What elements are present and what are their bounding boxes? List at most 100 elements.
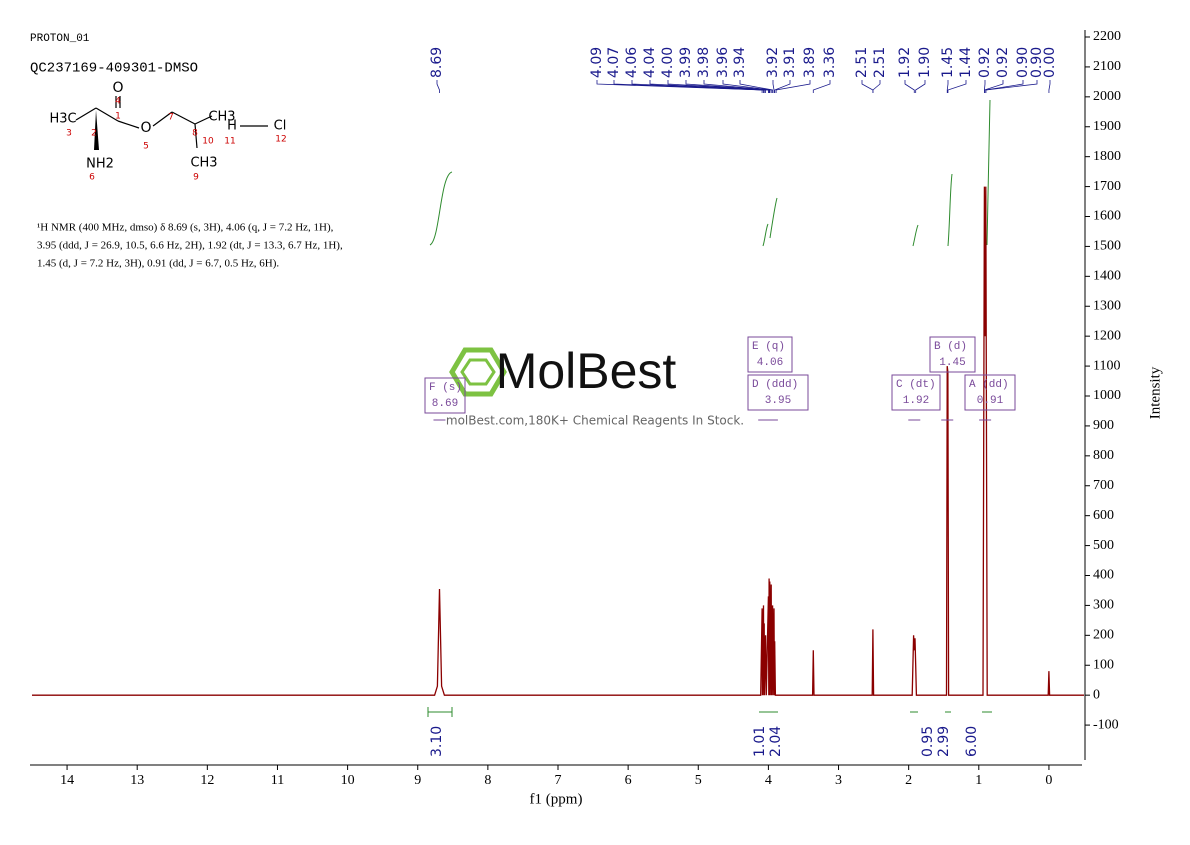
peak-connector: [947, 80, 967, 93]
peak-connector: [946, 80, 949, 93]
multiplet-box: [747, 374, 809, 411]
multiplet-box: [929, 336, 976, 373]
peak-label: 4.07: [606, 47, 622, 78]
x-tick-label: 5: [695, 773, 702, 788]
multiplet-shift: 0.91: [977, 395, 1004, 407]
atom-label: H3C: [49, 112, 76, 127]
x-tick-label: 6: [625, 773, 632, 788]
watermark: MolBest: [496, 343, 677, 399]
peak-connector: [1048, 80, 1051, 93]
x-tick-label: 11: [271, 773, 284, 788]
peak-label: 3.99: [678, 47, 694, 78]
atom-label: 3: [66, 129, 72, 139]
peak-connector: [722, 80, 772, 93]
peak-connector: [985, 80, 1038, 93]
x-tick-label: 2: [905, 773, 912, 788]
y-tick-label: 1200: [1093, 328, 1121, 343]
atom-label: 6: [89, 173, 95, 183]
peak-connector: [739, 80, 774, 93]
atom-label: CH3: [208, 110, 235, 125]
y-tick-label: 300: [1093, 598, 1114, 613]
atom-label: 2: [91, 129, 97, 139]
integral-label: 2.99: [936, 726, 952, 757]
atom-label: NH2: [86, 157, 114, 172]
peak-label: 0.92: [995, 47, 1011, 78]
multiplet-box: [964, 374, 1016, 411]
multiplet-label: E (q): [752, 341, 785, 353]
peak-connector: [904, 80, 915, 93]
watermark-subtitle: molBest.com,180K+ Chemical Reagents In S…: [446, 414, 744, 428]
multiplet-box: [747, 336, 793, 373]
multiplet-label: D (ddd): [752, 379, 798, 391]
y-tick-label: 2100: [1093, 59, 1121, 74]
header-sample: QC237169-409301-DMSO: [30, 61, 198, 77]
y-tick-label: 1100: [1093, 358, 1120, 373]
peak-label: 2.51: [872, 47, 888, 78]
multiplet-shift: 1.45: [939, 357, 965, 369]
integral-label: 6.00: [964, 726, 980, 757]
peak-label: 8.69: [429, 47, 445, 78]
header-label: PROTON_01: [30, 33, 90, 45]
peak-connector: [436, 80, 440, 93]
peak-connector: [631, 80, 765, 93]
atom-label: 9: [193, 173, 199, 183]
peak-label: 1.45: [940, 47, 956, 78]
integral-brackets: [427, 707, 992, 717]
peak-label: 3.96: [715, 47, 731, 78]
x-tick-label: 7: [555, 773, 562, 788]
integral-curves: [429, 99, 991, 247]
atom-label: 12: [275, 135, 286, 145]
peak-connector: [772, 80, 775, 93]
peak-label: 3.91: [782, 47, 798, 78]
atom-label: 7: [168, 113, 174, 123]
peak-label: 0.90: [1029, 47, 1045, 78]
multiplet-label: F (s): [429, 382, 462, 394]
peak-label: 4.00: [660, 47, 676, 78]
x-tick-label: 12: [200, 773, 214, 788]
peak-label: 2.51: [854, 47, 870, 78]
atom-label: 11: [224, 137, 235, 147]
y-tick-label: 900: [1093, 418, 1114, 433]
peak-connector: [984, 80, 1004, 93]
peak-label: 0.92: [977, 47, 993, 78]
y-tick-label: 400: [1093, 568, 1114, 583]
watermark-icon: [449, 347, 507, 397]
y-tick-label: 1000: [1093, 388, 1121, 403]
peak-label: 4.09: [589, 47, 605, 78]
x-tick-label: 8: [484, 773, 491, 788]
y-tick-label: 800: [1093, 448, 1114, 463]
x-tick-label: 1: [975, 773, 982, 788]
peak-connector: [861, 80, 874, 93]
peak-label: 3.89: [802, 47, 818, 78]
y-tick-label: 1600: [1093, 209, 1121, 224]
atom-label: 4: [115, 97, 121, 107]
y-tick-label: 2000: [1093, 89, 1121, 104]
x-tick-label: 14: [60, 773, 74, 788]
integral-label: 3.10: [429, 726, 445, 757]
wedge-bond: [94, 110, 99, 150]
multiplet-shift: 1.92: [903, 395, 929, 407]
y-tick-label: 1800: [1093, 149, 1121, 164]
peak-connector: [775, 80, 811, 93]
integral-label: 2.04: [768, 726, 784, 757]
y-tick-label: 600: [1093, 508, 1114, 523]
peak-label: 1.44: [958, 47, 974, 78]
nmr-text: 3.95 (ddd, J = 26.9, 10.5, 6.6 Hz, 2H), …: [37, 240, 343, 252]
atom-label: H: [227, 119, 237, 134]
integral-label: 1.01: [752, 726, 768, 757]
multiplet-box: [424, 377, 466, 414]
x-tick-label: 10: [341, 773, 355, 788]
x-axis-label: f1 (ppm): [530, 791, 583, 807]
atom-label: 8: [192, 129, 198, 139]
nmr-text: ¹H NMR (400 MHz, dmso) δ 8.69 (s, 3H), 4…: [37, 222, 334, 234]
peak-connector: [685, 80, 770, 93]
nmr-text: 1.45 (d, J = 7.2 Hz, 3H), 0.91 (dd, J = …: [37, 258, 279, 270]
molecule-bonds: [75, 96, 268, 149]
atom-label: 5: [143, 142, 149, 152]
peak-label: 3.36: [822, 47, 838, 78]
peak-label: 0.90: [1015, 47, 1031, 78]
peak-connector: [613, 80, 764, 93]
peak-label: 0.00: [1042, 47, 1058, 78]
